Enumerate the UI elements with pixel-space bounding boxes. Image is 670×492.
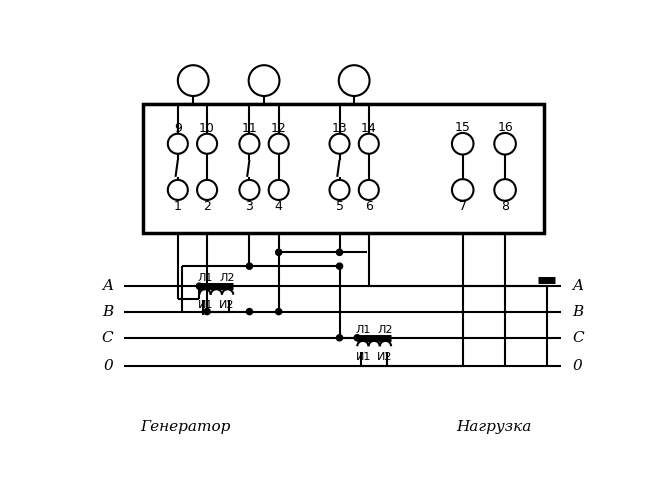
Text: 5: 5 — [336, 200, 344, 213]
Text: И1: И1 — [356, 352, 371, 362]
Circle shape — [168, 180, 188, 200]
Circle shape — [358, 180, 379, 200]
Text: 15: 15 — [455, 121, 470, 134]
Text: И2: И2 — [219, 301, 235, 310]
Text: 9: 9 — [174, 122, 182, 135]
Text: 8: 8 — [501, 200, 509, 214]
Circle shape — [336, 335, 342, 341]
Text: 1: 1 — [174, 200, 182, 213]
Circle shape — [330, 134, 350, 154]
Circle shape — [494, 133, 516, 154]
Text: 10: 10 — [199, 122, 215, 135]
Circle shape — [452, 133, 474, 154]
Text: 11: 11 — [242, 122, 257, 135]
Text: C: C — [102, 331, 113, 345]
Circle shape — [275, 308, 282, 315]
Text: 14: 14 — [361, 122, 377, 135]
Circle shape — [336, 263, 342, 269]
Bar — [143, 104, 543, 233]
Text: B: B — [572, 305, 584, 319]
Circle shape — [197, 134, 217, 154]
Text: C: C — [572, 331, 584, 345]
Circle shape — [247, 308, 253, 315]
Circle shape — [249, 65, 279, 96]
Text: 0: 0 — [572, 359, 582, 372]
Circle shape — [494, 179, 516, 201]
Text: И1: И1 — [198, 301, 213, 310]
Circle shape — [197, 180, 217, 200]
Text: A: A — [102, 279, 113, 293]
Circle shape — [275, 249, 282, 255]
Text: 0: 0 — [103, 359, 113, 372]
Text: 2: 2 — [203, 200, 211, 213]
Text: Л1: Л1 — [356, 325, 371, 335]
Circle shape — [358, 134, 379, 154]
Circle shape — [247, 263, 253, 269]
Circle shape — [354, 335, 360, 341]
Circle shape — [339, 65, 370, 96]
Circle shape — [239, 180, 259, 200]
Text: 7: 7 — [459, 200, 467, 214]
Circle shape — [269, 134, 289, 154]
Circle shape — [204, 308, 210, 315]
Text: Л1: Л1 — [198, 274, 213, 283]
Bar — [436, 108, 540, 228]
Text: Генератор: Генератор — [140, 420, 230, 434]
Text: A: A — [572, 279, 583, 293]
Circle shape — [269, 180, 289, 200]
Circle shape — [452, 179, 474, 201]
Text: 4: 4 — [275, 200, 283, 213]
Circle shape — [168, 134, 188, 154]
Text: 6: 6 — [365, 200, 373, 213]
Circle shape — [178, 65, 208, 96]
Text: И2: И2 — [377, 352, 393, 362]
Circle shape — [239, 134, 259, 154]
Text: 12: 12 — [271, 122, 287, 135]
Circle shape — [330, 180, 350, 200]
Text: Л2: Л2 — [377, 325, 393, 335]
Text: Л2: Л2 — [219, 274, 235, 283]
Text: B: B — [102, 305, 113, 319]
Text: 16: 16 — [497, 121, 513, 134]
Text: 3: 3 — [245, 200, 253, 213]
Text: 13: 13 — [332, 122, 348, 135]
Circle shape — [336, 249, 342, 255]
Text: Нагрузка: Нагрузка — [456, 420, 531, 434]
Circle shape — [196, 283, 202, 289]
